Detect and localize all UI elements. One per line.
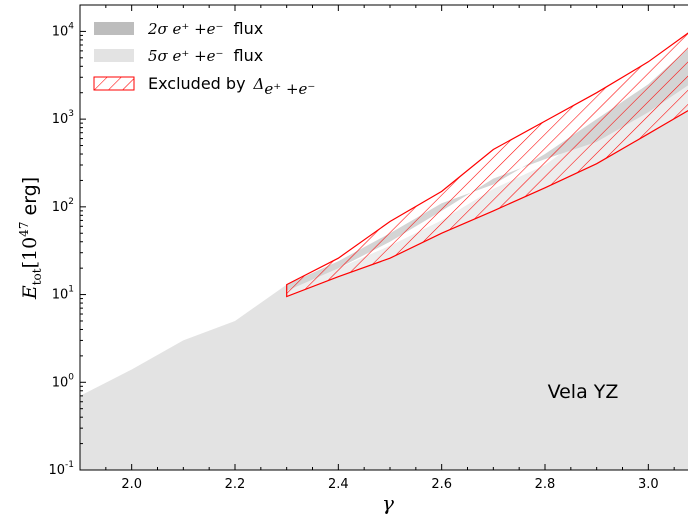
x-tick-label: 3.0: [638, 477, 659, 492]
legend-swatch-2sigma: [94, 22, 134, 35]
y-tick-label: 10-1: [48, 460, 74, 478]
legend: 2σ e⁺ +e⁻ flux 5σ e⁺ +e⁻ flux Excluded by Δ…: [93, 19, 315, 98]
legend-swatch-excluded: [93, 76, 135, 91]
y-axis-label-symbol: E: [19, 285, 41, 300]
y-tick-label: 103: [52, 109, 74, 127]
x-tick-label: 2.4: [328, 477, 349, 492]
y-tick-label: 101: [52, 285, 74, 303]
y-tick-label: 104: [52, 21, 75, 39]
y-axis-label-unit-pre: [10: [19, 237, 41, 269]
x-axis-label: γ: [382, 491, 394, 515]
band-excluded: [286, 32, 688, 298]
x-axis-label-text: γ: [382, 491, 394, 515]
y-tick-label: 102: [52, 197, 74, 215]
x-tick-label: 2.6: [431, 477, 452, 492]
y-axis-label-unit-post: erg]: [19, 177, 41, 222]
y-axis-label: Etot[1047 erg]: [17, 177, 44, 300]
legend-swatch-5sigma: [94, 49, 134, 62]
svg-text:Etot[1047 erg]: Etot[1047 erg]: [17, 177, 44, 300]
x-tick-label: 2.0: [121, 477, 142, 492]
axis-ticks: 2.0 2.2 2.4 2.6 2.8 3.0 10-1 100 101 102 103 104: [48, 4, 675, 492]
annotation-vela-yz: Vela YZ: [548, 381, 619, 403]
plot-area: [80, 32, 688, 470]
legend-label-2sigma: 2σ e⁺ +e⁻ flux: [147, 19, 263, 38]
y-axis-label-unit-exp: 47: [17, 222, 31, 237]
legend-label-excluded: Excluded by Δe⁺ +e⁻: [148, 74, 315, 98]
x-tick-label: 2.8: [535, 477, 556, 492]
x-tick-label: 2.2: [225, 477, 246, 492]
legend-label-5sigma: 5σ e⁺ +e⁻ flux: [148, 46, 263, 65]
y-axis-label-subscript: tot: [30, 268, 44, 285]
y-tick-label: 100: [52, 372, 75, 390]
